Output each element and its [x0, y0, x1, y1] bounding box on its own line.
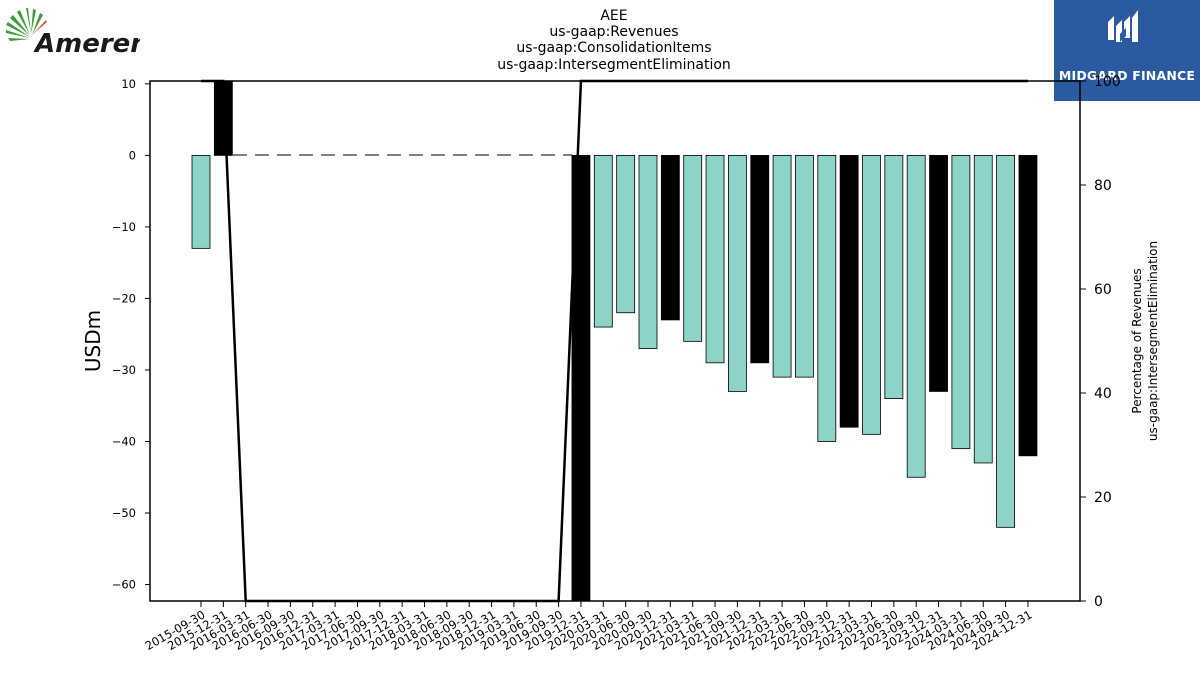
title-line-3: us-gaap:ConsolidationItems [516, 40, 711, 56]
ameren-wordmark: Ameren [33, 29, 140, 59]
bar-2022-12-31 [839, 154, 859, 428]
bar-2023-06-30 [884, 154, 904, 399]
y2-tick-label: 80 [1094, 178, 1112, 194]
y2-tick-label: 40 [1094, 386, 1112, 402]
bar-2015-09-30 [191, 154, 211, 249]
y-tick-label: −40 [112, 434, 136, 448]
bar-2020-06-30 [616, 154, 636, 314]
x-axis: 2015-09-302015-12-312016-03-312016-06-30… [143, 601, 1034, 653]
y2-tick-label: 100 [1094, 74, 1121, 90]
y-tick-label: −20 [112, 291, 136, 305]
bar-2023-03-31 [862, 154, 881, 435]
bar-2023-12-31 [929, 154, 948, 392]
y2-axis-label-line-1: Percentage of Revenues [1130, 268, 1144, 413]
chart-title: AEE us-gaap:Revenues us-gaap:Consolidati… [497, 8, 731, 73]
y-axis-right: 0 20 40 60 80 100 [1080, 74, 1121, 610]
bar-2022-06-30 [795, 154, 814, 378]
y-tick-label: −30 [112, 363, 136, 377]
bar-2021-03-31 [683, 154, 703, 342]
bar-2024-03-31 [951, 154, 971, 450]
title-line-2: us-gaap:Revenues [549, 24, 678, 40]
midgard-finance-logo: MIDGARD FINANCE [1054, 0, 1200, 101]
plot-frame [149, 80, 1081, 602]
bar-2022-03-31 [772, 154, 792, 378]
y2-tick-label: 60 [1094, 282, 1112, 298]
y-tick-label: 10 [121, 77, 136, 91]
y2-axis-label-line-2: us-gaap:IntersegmentElimination [1146, 241, 1160, 441]
percentage-line [201, 79, 1028, 603]
title-line-4: us-gaap:IntersegmentElimination [497, 57, 731, 73]
bar-2020-03-31 [593, 154, 613, 328]
bar-2022-09-30 [817, 154, 837, 442]
bar-2020-09-30 [638, 154, 658, 349]
bar-2020-12-31 [660, 154, 680, 321]
y-tick-label: −50 [112, 506, 136, 520]
y2-tick-label: 0 [1094, 594, 1103, 610]
midgard-wordmark: MIDGARD FINANCE [1058, 68, 1196, 83]
y2-tick-label: 20 [1094, 490, 1112, 506]
bar-2021-06-30 [705, 154, 725, 364]
bar-2024-12-31 [1018, 154, 1038, 457]
bars-group [191, 80, 1038, 602]
y-axis-label: USDm [81, 310, 105, 372]
ameren-logo: Ameren [0, 0, 149, 60]
title-line-1: AEE [600, 8, 627, 24]
bar-2021-12-31 [750, 154, 770, 364]
bar-2024-09-30 [996, 154, 1015, 528]
y-tick-label: 0 [129, 148, 136, 162]
bar-2021-09-30 [728, 154, 747, 392]
y-tick-label: −60 [112, 578, 136, 592]
y-axis-left: 10 0 −10 −20 −30 −40 −50 −60 [112, 77, 150, 592]
bar-2023-09-30 [906, 154, 926, 478]
ameren-sunburst-icon [6, 8, 47, 41]
bar-2024-06-30 [973, 154, 993, 464]
midgard-m-icon [1108, 10, 1138, 42]
y-tick-label: −10 [112, 220, 136, 234]
